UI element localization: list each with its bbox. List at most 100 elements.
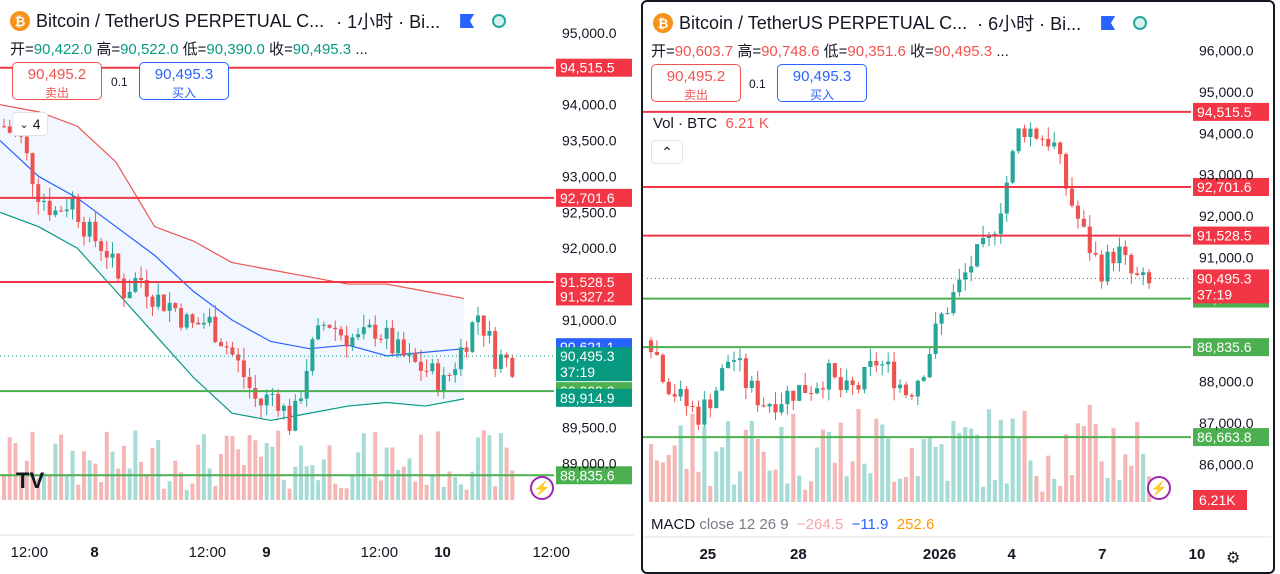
candle-body <box>333 327 338 330</box>
candle-body <box>933 323 938 354</box>
y-tick-label: 86,000.0 <box>1199 457 1254 473</box>
volume-bar <box>767 470 772 502</box>
volume-bar <box>173 460 178 500</box>
level-price-tag <box>1193 102 1269 121</box>
candle-body <box>1141 272 1146 275</box>
left-chart-canvas[interactable]: 94,515.592,701.691,528.590,008.288,835.6… <box>0 0 636 574</box>
volume-bar <box>672 445 677 502</box>
candle-body <box>2 126 6 128</box>
lightning-icon[interactable]: ⚡ <box>530 476 554 500</box>
volume-bar <box>666 454 671 502</box>
volume-bar <box>270 446 275 500</box>
candle-body <box>41 200 46 202</box>
volume-bar <box>832 462 837 502</box>
volume-bar <box>104 431 109 500</box>
chevron-up-icon[interactable]: ⌃ <box>651 140 683 164</box>
candle-body <box>1093 252 1098 255</box>
volume-bar <box>708 485 713 502</box>
volume-bar <box>139 461 144 500</box>
candle-body <box>304 371 309 399</box>
symbol-title[interactable]: Bitcoin / TetherUS PERPETUAL C... <box>679 12 968 33</box>
sell-button[interactable]: 90,495.2 卖出 <box>12 62 102 100</box>
volume-bar <box>333 483 338 500</box>
volume-bar <box>648 444 654 502</box>
volume-bar <box>684 469 689 502</box>
candle-body <box>281 405 286 411</box>
volume-bar <box>986 409 992 502</box>
volume-bar <box>127 468 132 500</box>
volume-bar <box>975 434 980 502</box>
flag-icon[interactable] <box>460 14 475 28</box>
candle-body <box>190 314 195 323</box>
y-tick-label: 88,000.0 <box>1199 374 1254 390</box>
right-chart-canvas[interactable]: 94,515.592,701.691,528.590,008.288,835.6… <box>643 2 1273 572</box>
buy-button[interactable]: 90,495.3 买入 <box>777 64 867 102</box>
candle-body <box>1052 142 1057 147</box>
volume-bar <box>820 429 826 502</box>
symbol-title[interactable]: Bitcoin / TetherUS PERPETUAL C... <box>36 10 325 31</box>
candle-body <box>344 335 349 347</box>
volume-bar <box>826 432 831 502</box>
candle-body <box>927 353 932 378</box>
volume-bar <box>1117 479 1122 502</box>
volume-bar <box>179 472 184 500</box>
flag-icon[interactable] <box>1101 16 1116 30</box>
candle-body <box>1040 138 1045 140</box>
candle-body <box>897 384 903 389</box>
volume-bar <box>1010 418 1015 502</box>
candle-body <box>666 381 671 395</box>
indicator-collapse-button[interactable]: ⌄ 4 <box>12 112 48 136</box>
circle-flag-icon[interactable] <box>1133 16 1148 30</box>
circle-flag-icon[interactable] <box>492 14 507 28</box>
candle-body <box>133 278 138 292</box>
volume-bar <box>190 483 195 500</box>
price-tag <box>556 287 632 306</box>
candle-body <box>1034 128 1039 139</box>
right-chart-panel[interactable]: 94,515.592,701.691,528.590,008.288,835.6… <box>641 0 1275 574</box>
y-tick-label: 94,000.0 <box>562 97 617 113</box>
volume-bar <box>702 426 707 502</box>
settings-icon[interactable]: ⚙ <box>1226 550 1241 567</box>
volume-bar <box>915 476 920 502</box>
volume-bar <box>367 477 372 500</box>
volume-bar <box>184 489 189 500</box>
right-symbol-header[interactable]: ₿ Bitcoin / TetherUS PERPETUAL C... · 6小… <box>653 10 1148 36</box>
candle-body <box>1075 205 1080 219</box>
candle-body <box>791 390 796 401</box>
volume-bar <box>1141 454 1146 502</box>
volume-bar <box>373 432 378 500</box>
level-price-tag <box>556 273 632 292</box>
left-symbol-header[interactable]: ₿ Bitcoin / TetherUS PERPETUAL C... · 1小… <box>10 8 507 34</box>
volume-bar <box>19 475 24 500</box>
y-tick-label: 92,000.0 <box>1199 208 1254 224</box>
candle-body <box>270 393 275 395</box>
volume-bar <box>696 471 701 502</box>
candle-body <box>401 339 406 356</box>
candle-body <box>447 375 452 377</box>
candle-body <box>121 278 126 299</box>
volume-bar <box>880 424 885 502</box>
candle-body <box>1016 128 1021 152</box>
interval-label[interactable]: · 6小时 · Bi... <box>977 14 1082 34</box>
lightning-icon[interactable]: ⚡ <box>1147 476 1171 500</box>
candle-body <box>259 398 263 406</box>
candle-body <box>378 338 383 340</box>
y-tick-label: 93,000.0 <box>1199 167 1254 183</box>
candle-body <box>59 210 64 212</box>
sell-button[interactable]: 90,495.2 卖出 <box>651 64 741 102</box>
candle-body <box>219 342 224 347</box>
left-chart-panel[interactable]: 94,515.592,701.691,528.590,008.288,835.6… <box>0 0 636 574</box>
volume-bar <box>458 484 463 500</box>
candle-body <box>504 354 509 358</box>
candle-body <box>498 354 503 369</box>
candle-body <box>1099 254 1104 282</box>
volume-bar <box>933 446 938 502</box>
candle-body <box>909 395 914 397</box>
buy-button[interactable]: 90,495.3 买入 <box>139 62 229 100</box>
candle-body <box>224 346 229 348</box>
candle-body <box>64 209 69 212</box>
candle-body <box>293 400 298 431</box>
volume-bar <box>259 456 263 500</box>
candle-body <box>161 294 166 311</box>
interval-label[interactable]: · 1小时 · Bi... <box>336 12 441 32</box>
